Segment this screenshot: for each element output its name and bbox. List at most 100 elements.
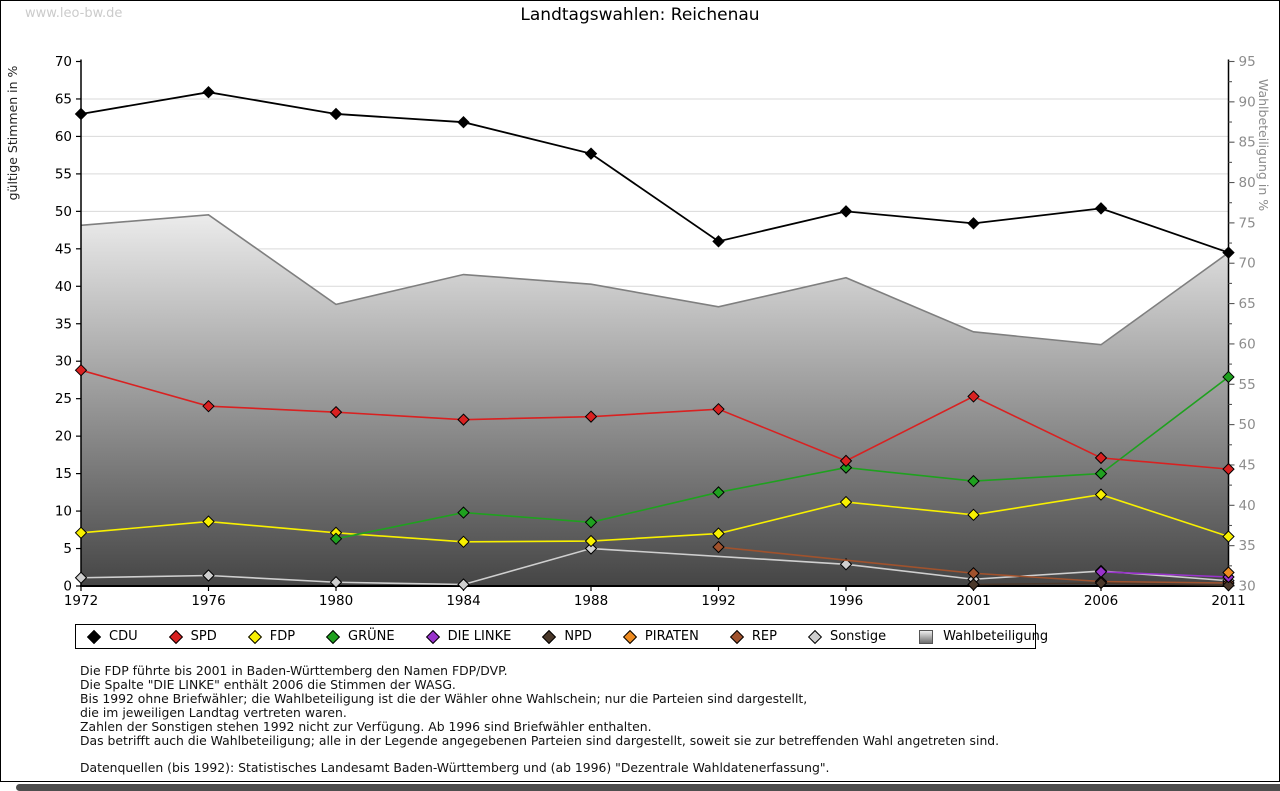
data-point bbox=[202, 515, 215, 528]
svg-text:1992: 1992 bbox=[701, 593, 735, 609]
svg-text:50: 50 bbox=[55, 204, 72, 220]
svg-text:1984: 1984 bbox=[446, 593, 480, 609]
data-point bbox=[74, 363, 88, 377]
legend-item-spd: SPD bbox=[168, 629, 217, 644]
data-point bbox=[457, 506, 470, 519]
legend-label: Sonstige bbox=[829, 629, 887, 644]
data-point bbox=[967, 217, 980, 230]
data-point bbox=[457, 535, 470, 548]
series-grüne bbox=[329, 370, 1235, 546]
svg-text:60: 60 bbox=[1239, 336, 1256, 352]
data-point bbox=[74, 526, 88, 540]
svg-text:1988: 1988 bbox=[574, 593, 608, 609]
series-npd bbox=[967, 576, 1235, 592]
data-point bbox=[1094, 467, 1108, 480]
data-point bbox=[967, 390, 980, 403]
data-point bbox=[584, 534, 598, 548]
legend-label: NPD bbox=[564, 629, 592, 644]
data-point bbox=[329, 107, 343, 121]
svg-text:20: 20 bbox=[55, 429, 72, 445]
chart-area: 0 5 10 15 20 25 30 35 40 45 50 55 60 65 70 30 35 40 45 50 55… bbox=[0, 40, 1280, 615]
data-point bbox=[329, 405, 343, 419]
data-point bbox=[839, 558, 853, 571]
data-point bbox=[839, 205, 853, 218]
legend-label: DIE LINKE bbox=[447, 629, 512, 644]
svg-text:1976: 1976 bbox=[191, 593, 225, 609]
legend-diamond-icon bbox=[542, 629, 557, 644]
data-point bbox=[839, 454, 853, 468]
svg-text:10: 10 bbox=[55, 504, 72, 520]
legend-item-fdp: FDP bbox=[247, 629, 295, 644]
data-point bbox=[1222, 462, 1235, 476]
data-point bbox=[712, 527, 725, 540]
note-line: Die Spalte "DIE LINKE" enthält 2006 die … bbox=[80, 676, 456, 692]
svg-text:35: 35 bbox=[1239, 538, 1256, 554]
legend-diamond-icon bbox=[729, 629, 744, 644]
svg-text:45: 45 bbox=[55, 241, 72, 257]
watermark: www.leo-bw.de bbox=[25, 6, 123, 21]
svg-text:65: 65 bbox=[55, 91, 72, 107]
data-point bbox=[202, 399, 215, 413]
legend-diamond-icon bbox=[247, 629, 262, 644]
svg-text:50: 50 bbox=[1239, 417, 1256, 433]
svg-text:Wahlbeteiligung in %: Wahlbeteiligung in % bbox=[1256, 79, 1271, 211]
svg-text:95: 95 bbox=[1239, 54, 1256, 70]
data-point bbox=[967, 578, 980, 591]
data-point bbox=[1222, 530, 1235, 543]
data-point bbox=[457, 413, 470, 426]
legend-label: REP bbox=[751, 629, 777, 644]
svg-text:85: 85 bbox=[1239, 135, 1256, 151]
data-point bbox=[457, 115, 470, 129]
data-point bbox=[839, 461, 853, 474]
legend-item-sonstige: Sonstige bbox=[807, 629, 887, 644]
legend-diamond-icon bbox=[325, 629, 341, 644]
legend-item-wahlbeteiligung: Wahlbeteiligung bbox=[919, 629, 1048, 644]
series-wahlbeteiligung bbox=[80, 213, 1229, 587]
legend-diamond-icon bbox=[807, 629, 823, 644]
data-point bbox=[457, 578, 470, 591]
series-fdp bbox=[74, 488, 1235, 548]
series-cdu bbox=[74, 86, 1235, 259]
data-point bbox=[1094, 488, 1108, 501]
data-point bbox=[1094, 565, 1108, 578]
data-point bbox=[1222, 579, 1235, 592]
legend-label: PIRATEN bbox=[644, 629, 699, 644]
note-line: Bis 1992 ohne Briefwähler; die Wahlbetei… bbox=[80, 690, 808, 706]
svg-text:40: 40 bbox=[55, 279, 72, 295]
svg-text:55: 55 bbox=[1239, 377, 1256, 393]
data-point bbox=[967, 474, 980, 488]
legend-diamond-icon bbox=[168, 629, 183, 644]
legend-item-npd: NPD bbox=[542, 629, 592, 644]
legend-square-icon bbox=[919, 629, 934, 644]
legend-item-grüne: GRÜNE bbox=[325, 629, 395, 644]
svg-text:0: 0 bbox=[63, 579, 72, 595]
chart-svg: 0 5 10 15 20 25 30 35 40 45 50 55 60 65 70 30 35 40 45 50 55… bbox=[5, 54, 1271, 609]
svg-text:65: 65 bbox=[1239, 296, 1256, 312]
svg-text:2011: 2011 bbox=[1211, 593, 1245, 609]
legend-diamond-icon bbox=[86, 629, 102, 644]
data-point bbox=[1094, 576, 1108, 590]
page-title: Landtagswahlen: Reichenau bbox=[520, 5, 760, 25]
note-line: Das betrifft auch die Wahlbeteiligung; a… bbox=[80, 732, 1000, 748]
svg-text:25: 25 bbox=[55, 391, 72, 407]
data-point bbox=[712, 540, 725, 554]
svg-text:70: 70 bbox=[1239, 256, 1256, 272]
data-point bbox=[74, 107, 88, 121]
data-point bbox=[584, 516, 598, 529]
legend-label: GRÜNE bbox=[348, 629, 395, 644]
legend-label: SPD bbox=[190, 629, 217, 644]
svg-text:gültige Stimmen in %: gültige Stimmen in % bbox=[5, 65, 20, 200]
svg-text:70: 70 bbox=[55, 54, 72, 70]
svg-text:60: 60 bbox=[55, 129, 72, 145]
note-line: Die FDP führte bis 2001 in Baden-Württem… bbox=[80, 663, 508, 678]
data-point bbox=[202, 569, 215, 582]
data-point bbox=[712, 486, 725, 499]
svg-text:30: 30 bbox=[1239, 579, 1256, 595]
svg-text:1972: 1972 bbox=[64, 593, 98, 609]
legend-item-rep: REP bbox=[729, 629, 777, 644]
svg-text:45: 45 bbox=[1239, 457, 1256, 473]
data-point bbox=[329, 576, 343, 589]
legend-item-cdu: CDU bbox=[86, 629, 138, 644]
svg-text:5: 5 bbox=[63, 541, 72, 557]
legend-label: CDU bbox=[109, 629, 138, 644]
